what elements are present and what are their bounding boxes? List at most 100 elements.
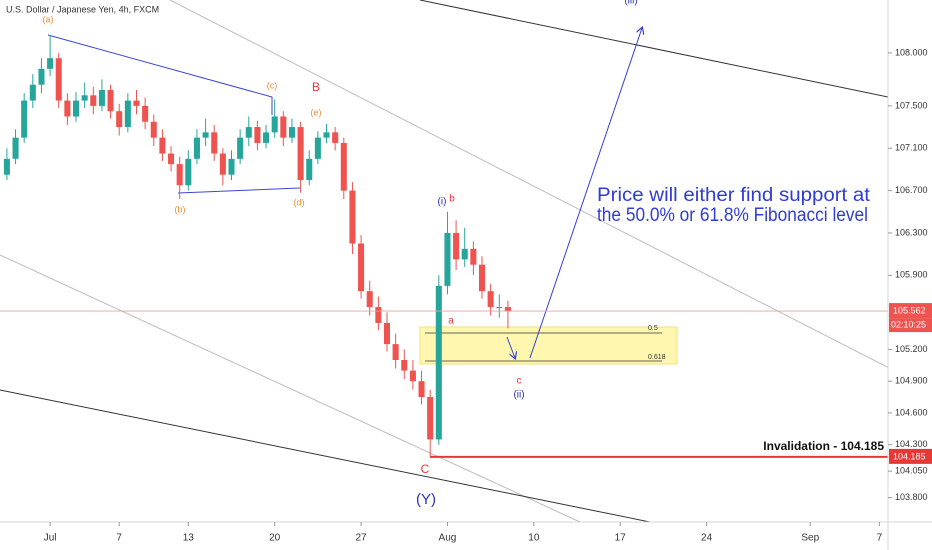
- candle-body: [64, 100, 71, 117]
- candle-body: [271, 116, 278, 133]
- y-tick-label: 107.100: [895, 143, 928, 153]
- invalidation-box: [889, 448, 932, 464]
- trend-line: [419, 0, 888, 98]
- y-tick-label: 104.050: [895, 466, 928, 476]
- candle-body: [323, 132, 330, 138]
- x-tick-label: 7: [116, 533, 122, 544]
- y-tick-label: 106.300: [895, 227, 928, 237]
- path-arrow: [506, 336, 515, 358]
- candle-body: [392, 344, 399, 360]
- wave-label: (b): [175, 204, 186, 214]
- candle-body: [107, 90, 114, 112]
- x-tick-label: 10: [528, 533, 540, 544]
- y-tick-label: 105.200: [895, 344, 928, 354]
- candle-body: [487, 291, 494, 308]
- y-tick-label: 108.000: [895, 47, 928, 57]
- candle-body: [12, 137, 19, 159]
- y-tick-label: 106.700: [895, 185, 928, 195]
- candle-body: [504, 307, 511, 312]
- countdown-box: [889, 318, 932, 333]
- candle-body: [90, 95, 97, 106]
- wave-label: (Y): [416, 491, 436, 508]
- candle-body: [202, 132, 209, 138]
- channel-line: [0, 254, 581, 522]
- candle-body: [349, 190, 356, 244]
- candle-body: [116, 111, 123, 128]
- candle-body: [142, 105, 149, 122]
- wave-label: B: [312, 80, 320, 94]
- candle-body: [366, 291, 373, 308]
- x-tick-label: 13: [183, 533, 195, 544]
- x-tick-label: 24: [701, 533, 713, 544]
- chart-title: U.S. Dollar / Japanese Yen, 4h, FXCM: [6, 4, 159, 14]
- candle-body: [124, 100, 131, 128]
- x-tick-label: Aug: [439, 533, 457, 544]
- candle-body: [418, 381, 425, 398]
- candle-body: [193, 137, 200, 159]
- trend-line: [0, 389, 651, 522]
- fib-label: 0.618: [648, 354, 666, 361]
- x-tick-label: Jul: [44, 533, 57, 544]
- wave-label: (a): [43, 14, 54, 24]
- candle-body: [288, 127, 295, 138]
- candle-body: [47, 58, 54, 69]
- wave-label: (c): [267, 80, 278, 90]
- candle-body: [219, 153, 226, 175]
- candle-body: [340, 142, 347, 191]
- y-tick-label: 104.900: [895, 376, 928, 386]
- last-price-box: [889, 303, 932, 319]
- wave-label: C: [421, 462, 430, 476]
- x-tick-label: 17: [615, 533, 627, 544]
- note-text: the 50.0% or 61.8% Fibonacci level: [597, 205, 868, 226]
- candle-body: [72, 100, 80, 117]
- candle-body: [332, 132, 339, 143]
- y-tick-label: 105.900: [895, 270, 928, 280]
- candle-body: [314, 137, 321, 159]
- x-tick-label: 27: [356, 533, 368, 544]
- candle-body: [358, 243, 365, 292]
- last-price-label: 105.562: [893, 305, 926, 315]
- y-tick-label: 104.300: [895, 439, 928, 449]
- candle-body: [38, 68, 45, 85]
- candle-body: [3, 158, 10, 175]
- fib-label: 0.5: [648, 325, 658, 332]
- triangle-line: [47, 34, 273, 115]
- candle-body: [81, 95, 88, 101]
- candle-body: [228, 158, 235, 175]
- candle-body: [435, 285, 442, 440]
- candle-body: [383, 322, 391, 345]
- y-tick-label: 104.600: [895, 407, 928, 417]
- candle-body: [133, 100, 140, 106]
- wave-label: b: [449, 194, 455, 205]
- wave-label: a: [448, 316, 454, 327]
- candle-body: [453, 232, 460, 260]
- wave-label: (e): [311, 107, 322, 117]
- plot-area: [0, 34, 888, 458]
- wave-label: (d): [294, 197, 305, 207]
- invalidation-price-label: 104.185: [893, 451, 926, 461]
- x-tick-label: 7: [877, 533, 883, 544]
- y-tick-label: 107.500: [895, 100, 928, 110]
- candle-body: [55, 58, 62, 101]
- candle-body: [98, 90, 105, 106]
- candle-body: [375, 307, 382, 323]
- candle-body: [478, 264, 486, 292]
- candle-body: [306, 158, 313, 180]
- invalidation-label: Invalidation - 104.185: [763, 439, 884, 453]
- wave-label: (i): [438, 197, 447, 208]
- candle-body: [444, 232, 451, 286]
- wave-label: c: [517, 376, 522, 387]
- path-arrow: [529, 28, 642, 359]
- wave-label: (iii): [624, 0, 637, 7]
- candle-body: [496, 307, 503, 309]
- candle-body: [280, 116, 287, 138]
- candle-body: [254, 127, 261, 143]
- channel-line: [169, 0, 888, 369]
- candle-body: [211, 132, 218, 154]
- candle-body: [461, 248, 468, 260]
- candle-body: [176, 164, 183, 186]
- candle-body: [159, 137, 166, 154]
- candle-body: [245, 127, 252, 138]
- candle-body: [427, 397, 434, 440]
